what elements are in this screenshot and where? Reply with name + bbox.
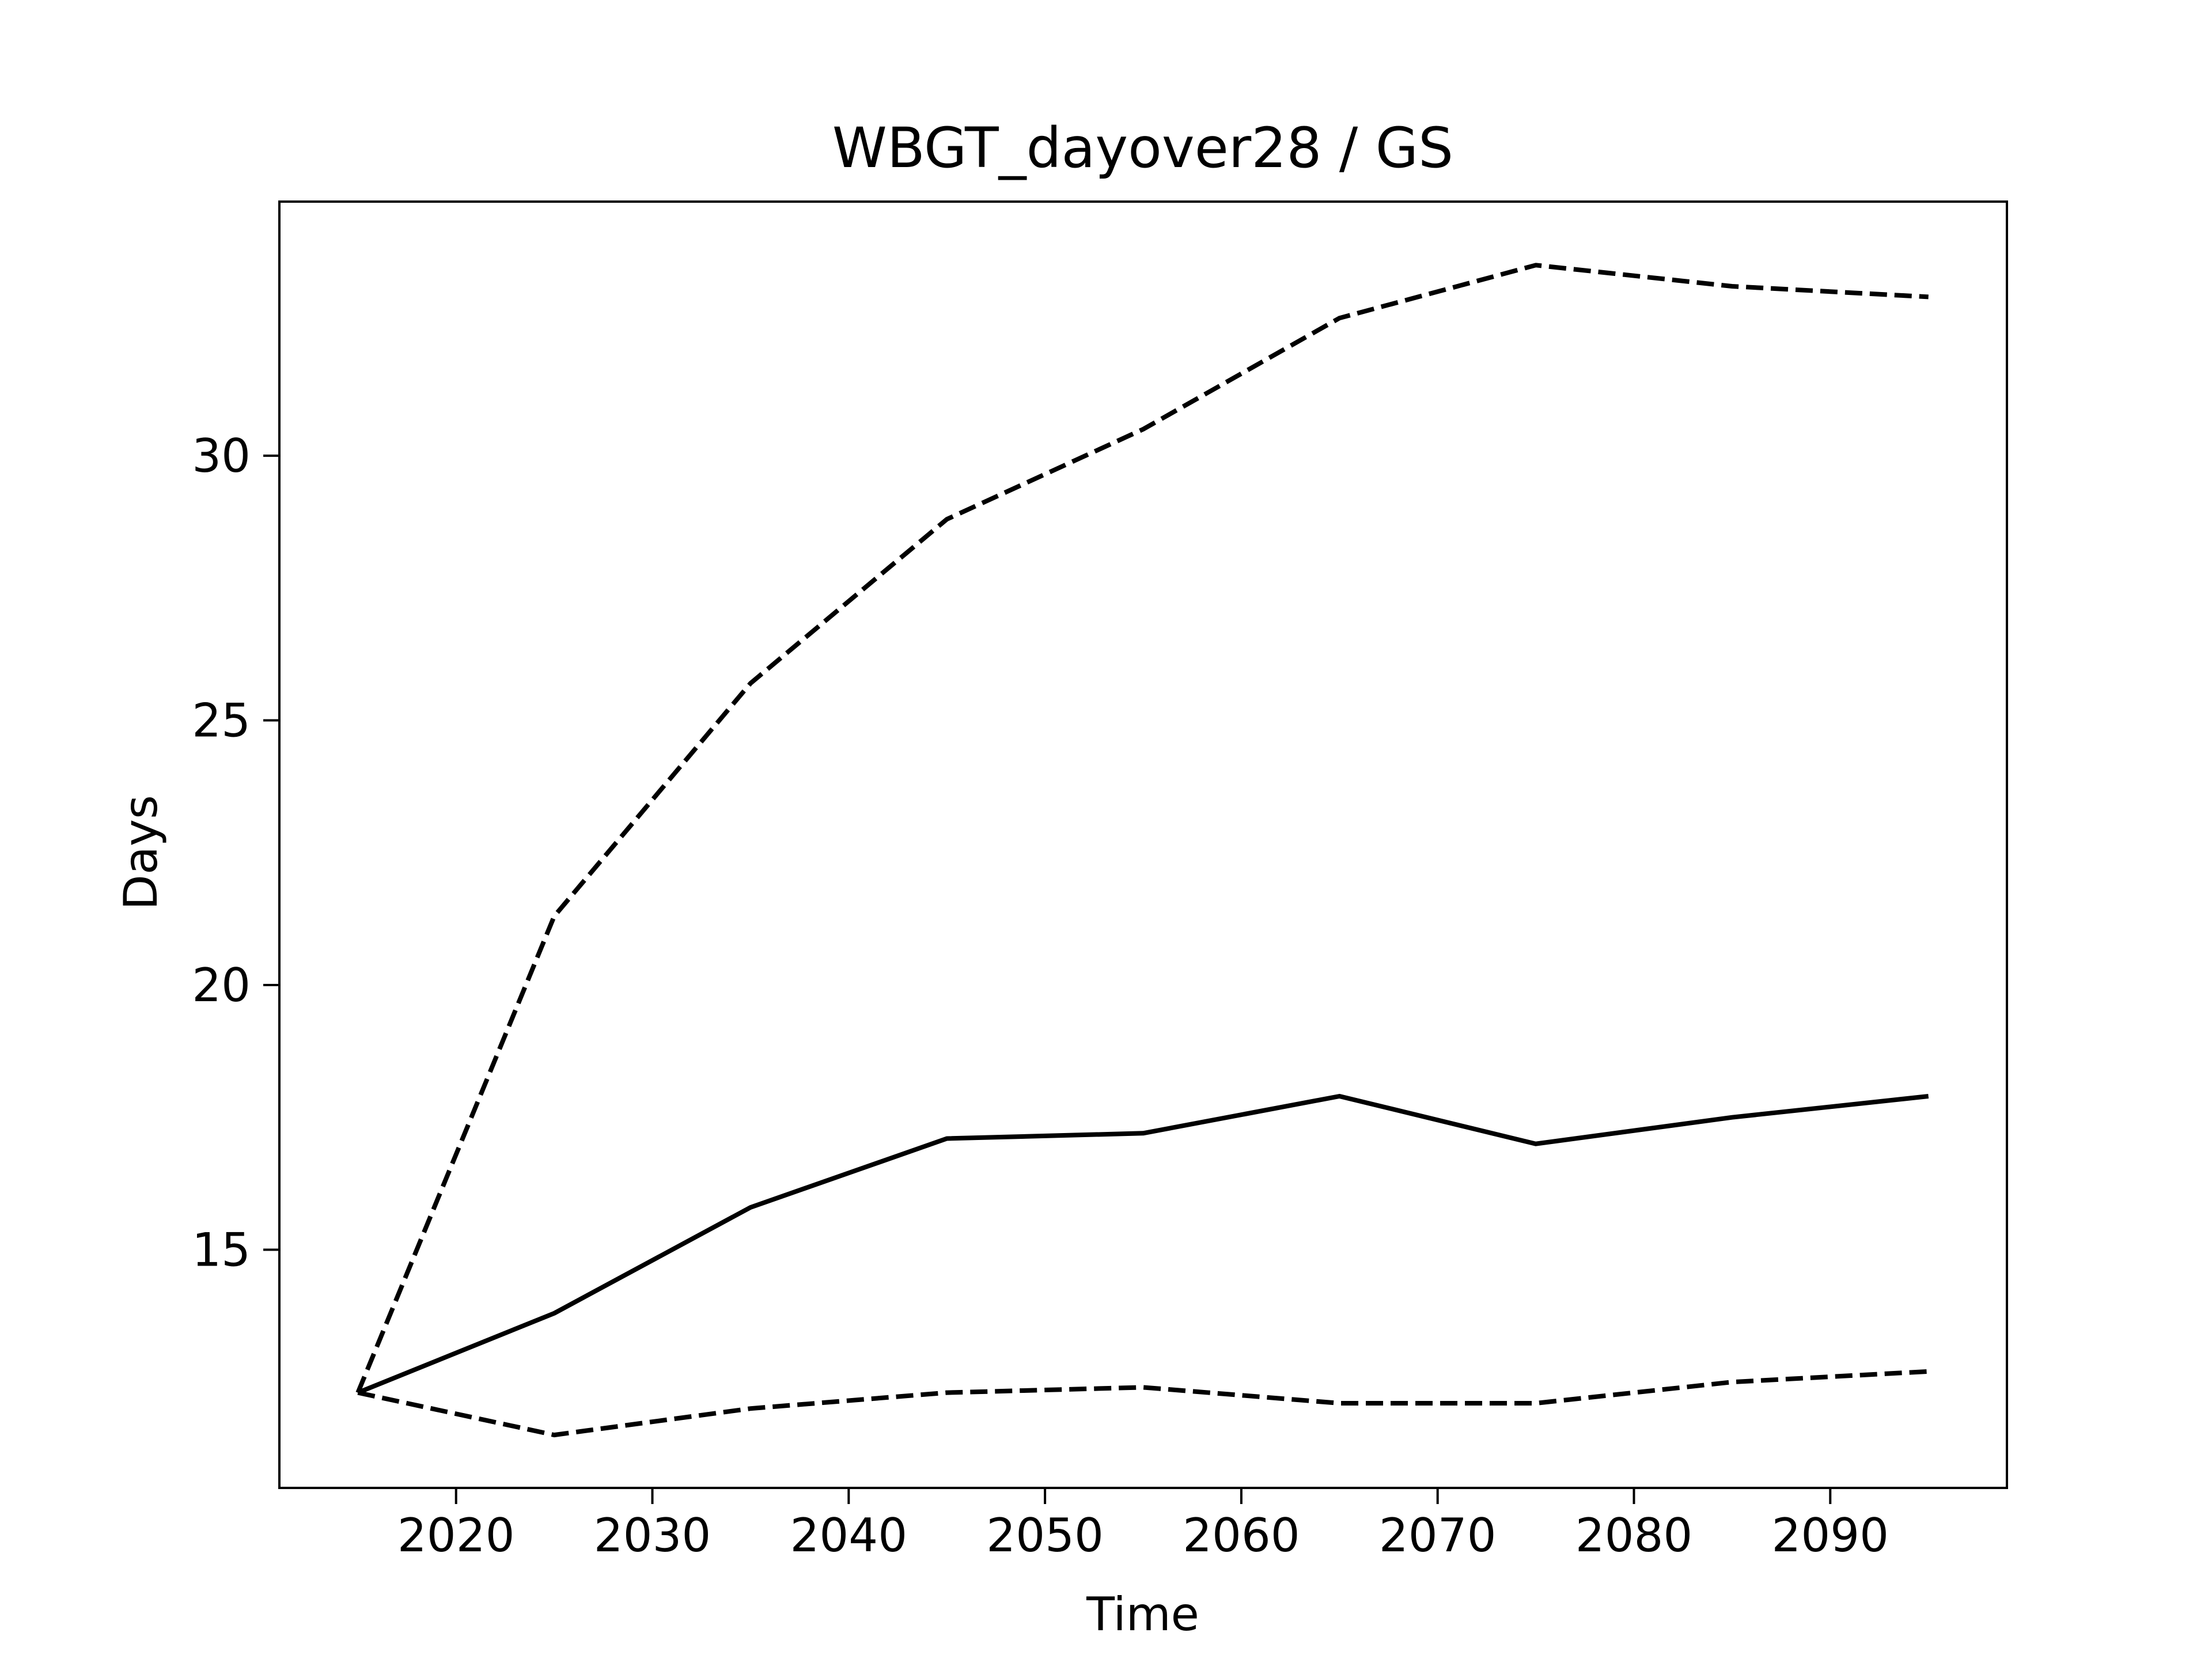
y-tick-label-30: 30 [192, 429, 251, 483]
y-tick-label-25: 25 [192, 694, 251, 748]
chart-title: WBGT_dayover28 / GS [832, 116, 1453, 180]
x-tick-label-2060: 2060 [1183, 1509, 1300, 1562]
x-tick-label-2030: 2030 [594, 1509, 711, 1562]
y-tick-label-20: 20 [192, 959, 251, 1012]
x-tick-label-2080: 2080 [1575, 1509, 1693, 1562]
series-line-lower [357, 1369, 1929, 1438]
y-axis-ticks: 15 20 25 30 [192, 429, 279, 1277]
y-tick-label-15: 15 [192, 1223, 251, 1277]
series-line-upper [355, 263, 1929, 1394]
plot-frame [278, 200, 2008, 1489]
x-tick-label-2020: 2020 [397, 1509, 515, 1562]
x-axis-ticks: 2020 2030 2040 2050 2060 2070 2080 2090 [397, 1488, 1889, 1562]
y-axis-label: Days [114, 795, 168, 910]
x-tick-label-2070: 2070 [1379, 1509, 1497, 1562]
x-axis-label: Time [1086, 1588, 1199, 1641]
x-tick-label-2090: 2090 [1771, 1509, 1889, 1562]
x-tick-label-2050: 2050 [986, 1509, 1104, 1562]
x-tick-label-2040: 2040 [790, 1509, 908, 1562]
series-layer [355, 263, 1929, 1438]
series-line-median [357, 1094, 1929, 1395]
